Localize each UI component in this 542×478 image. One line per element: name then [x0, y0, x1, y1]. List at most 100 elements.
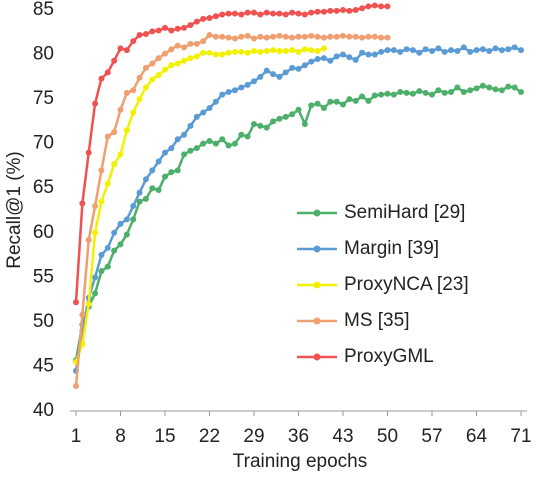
data-point: [308, 47, 315, 54]
data-point: [79, 311, 86, 318]
data-point: [98, 268, 105, 275]
legend-marker: [313, 317, 321, 325]
data-point: [162, 24, 168, 31]
data-point: [98, 167, 105, 174]
data-point: [460, 88, 467, 95]
data-point: [263, 67, 270, 74]
data-point: [174, 25, 181, 32]
y-axis-label: Recall@1 (%): [4, 151, 25, 268]
data-point: [244, 133, 251, 140]
data-point: [136, 74, 143, 81]
data-point: [276, 10, 283, 17]
data-point: [301, 62, 308, 69]
data-point: [73, 299, 79, 306]
data-point: [92, 203, 99, 210]
data-point: [308, 58, 315, 65]
data-point: [263, 34, 270, 41]
data-point: [219, 33, 226, 40]
data-point: [441, 89, 448, 96]
data-point: [390, 91, 397, 98]
data-point: [289, 34, 296, 41]
data-point: [295, 48, 302, 55]
data-point: [111, 129, 118, 136]
data-point: [187, 122, 194, 129]
data-point: [244, 32, 251, 39]
data-point: [448, 88, 455, 95]
data-point: [282, 69, 289, 76]
data-point: [340, 32, 346, 39]
data-point: [193, 53, 200, 60]
data-point: [98, 198, 105, 205]
data-point: [320, 55, 327, 62]
data-point: [187, 147, 194, 154]
data-point: [378, 3, 385, 10]
data-point: [206, 49, 213, 56]
data-point: [104, 180, 111, 187]
data-point: [174, 167, 181, 174]
data-point: [295, 106, 302, 113]
data-point: [142, 31, 149, 38]
data-point: [117, 241, 124, 248]
data-point: [174, 42, 181, 49]
data-point: [251, 121, 257, 128]
data-point: [403, 46, 410, 53]
data-point: [117, 45, 124, 52]
data-point: [111, 229, 118, 236]
y-tick-label: 40: [33, 400, 54, 421]
data-point: [270, 71, 277, 78]
data-point: [467, 87, 474, 94]
data-point: [238, 11, 245, 18]
data-point: [117, 106, 124, 113]
data-point: [193, 40, 200, 47]
data-point: [314, 100, 321, 107]
x-tick-label: 43: [332, 426, 353, 447]
data-point: [403, 89, 410, 96]
y-tick-label: 45: [33, 355, 54, 376]
data-point: [409, 47, 416, 54]
data-point: [352, 7, 359, 13]
data-point: [142, 64, 149, 71]
data-point: [365, 97, 372, 104]
data-point: [498, 87, 505, 94]
data-point: [276, 47, 283, 54]
data-point: [181, 151, 188, 158]
data-point: [422, 89, 429, 96]
data-point: [98, 75, 105, 82]
data-point: [155, 55, 162, 62]
data-point: [301, 121, 308, 128]
data-point: [333, 98, 340, 105]
data-point: [142, 84, 149, 91]
data-point: [371, 2, 378, 9]
data-point: [289, 47, 296, 54]
data-point: [257, 33, 264, 40]
data-point: [270, 118, 277, 125]
data-point: [479, 46, 486, 53]
data-point: [212, 140, 219, 147]
data-point: [123, 127, 130, 134]
data-point: [308, 102, 315, 109]
data-point: [231, 35, 238, 42]
data-point: [85, 149, 92, 156]
data-point: [371, 33, 378, 40]
data-point: [219, 51, 226, 58]
data-point: [308, 9, 315, 16]
data-point: [384, 47, 391, 54]
data-point: [212, 13, 219, 20]
data-point: [104, 69, 111, 76]
data-point: [276, 73, 283, 80]
data-point: [231, 10, 238, 17]
data-point: [219, 91, 226, 98]
data-point: [206, 15, 213, 22]
data-point: [518, 47, 524, 54]
data-point: [257, 73, 264, 80]
data-point: [206, 31, 213, 38]
x-tick-label: 15: [154, 426, 175, 447]
data-point: [314, 33, 321, 40]
data-point: [181, 131, 188, 138]
data-point: [384, 90, 391, 97]
data-point: [123, 216, 130, 223]
data-point: [225, 142, 232, 149]
data-point: [155, 158, 162, 165]
data-point: [320, 105, 327, 112]
data-point: [359, 5, 366, 12]
